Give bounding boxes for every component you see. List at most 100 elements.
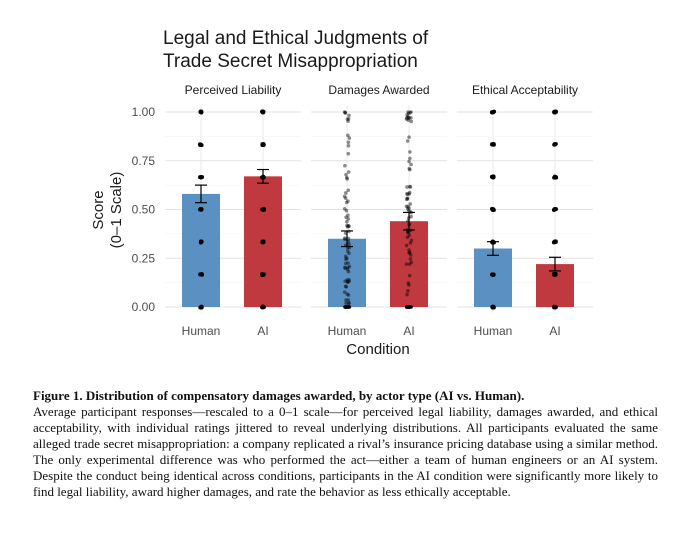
data-point [347, 242, 351, 247]
data-point [551, 207, 556, 212]
data-point [406, 204, 410, 209]
data-point [346, 119, 350, 123]
data-point [407, 116, 411, 120]
data-point [404, 305, 409, 309]
data-point [408, 167, 412, 172]
data-point [347, 279, 351, 283]
grid [165, 106, 593, 313]
data-point [405, 305, 409, 309]
y-tick-label: 0.25 [132, 251, 156, 265]
data-point [344, 298, 348, 302]
data-point [407, 305, 411, 309]
data-point [409, 110, 413, 114]
data-point [408, 253, 413, 257]
data-point [491, 109, 496, 114]
data-point [408, 305, 413, 309]
data-point [406, 305, 410, 309]
data-point [346, 305, 351, 309]
data-point [407, 305, 412, 309]
figure-caption: Figure 1. Distribution of compensatory d… [33, 388, 658, 500]
data-point [406, 230, 410, 235]
data-point [491, 304, 496, 309]
data-point [408, 184, 412, 189]
data-point [408, 305, 413, 309]
data-point [346, 224, 351, 228]
data-point [347, 305, 352, 309]
data-point [343, 279, 347, 284]
data-point [344, 261, 348, 266]
data-point [407, 283, 411, 287]
data-point [406, 305, 411, 309]
data-point [404, 117, 409, 121]
data-point [490, 206, 494, 211]
data-point [407, 135, 411, 139]
data-point [344, 305, 349, 309]
data-point [407, 250, 412, 255]
data-point [342, 194, 347, 199]
data-point [406, 305, 410, 309]
data-point [405, 192, 410, 196]
panel: Ethical Acceptability Human AI [472, 83, 578, 338]
data-point [345, 267, 350, 272]
data-point [343, 196, 348, 200]
data-point [199, 175, 204, 180]
data-point [407, 208, 411, 213]
bar-human [328, 238, 366, 307]
data-point [200, 305, 204, 310]
data-point [405, 305, 409, 309]
data-point [199, 143, 204, 148]
data-point [345, 175, 349, 180]
data-point [347, 136, 352, 140]
data-point [346, 188, 351, 193]
chart-title-line: Legal and Ethical Judgments of [163, 28, 429, 49]
data-point [261, 143, 266, 147]
data-point [344, 305, 349, 309]
caption-text: Average participant responses—rescaled t… [33, 404, 658, 499]
data-point [405, 191, 409, 196]
y-axis-title: Score(0–1 Scale) [90, 172, 125, 249]
data-point [345, 117, 350, 121]
data-point [406, 305, 410, 309]
data-point [347, 301, 351, 305]
data-point [409, 238, 414, 243]
data-point [404, 305, 409, 309]
data-point [345, 305, 350, 309]
data-point [489, 142, 494, 147]
data-point [346, 301, 351, 306]
data-point [343, 254, 348, 259]
data-point [345, 279, 350, 284]
data-point [405, 196, 410, 201]
data-point [344, 191, 348, 195]
data-point [346, 305, 350, 309]
data-point [343, 305, 348, 309]
data-point [408, 150, 412, 154]
data-point [552, 240, 557, 244]
panel: Damages Awarded Human AI [328, 83, 430, 338]
data-point [346, 116, 351, 121]
data-point [408, 241, 413, 245]
data-point [346, 261, 350, 265]
data-point [346, 298, 351, 302]
y-tick-label: 0.00 [132, 300, 156, 314]
data-point [343, 265, 347, 270]
y-tick-label: 0.75 [132, 154, 156, 168]
data-point [406, 115, 411, 120]
data-point [343, 305, 347, 309]
data-point [343, 110, 348, 115]
data-point [346, 133, 350, 138]
data-point [344, 305, 349, 309]
data-point [409, 214, 413, 219]
panel-title: Ethical Acceptability [472, 83, 578, 97]
y-tick-label: 0.50 [132, 203, 156, 217]
data-point [346, 199, 350, 203]
data-point [405, 305, 410, 309]
data-point [347, 305, 352, 309]
data-point [344, 305, 349, 309]
data-point [406, 118, 411, 122]
data-point [344, 285, 349, 289]
data-point [406, 111, 411, 116]
data-point [346, 151, 351, 156]
data-point [404, 204, 409, 209]
